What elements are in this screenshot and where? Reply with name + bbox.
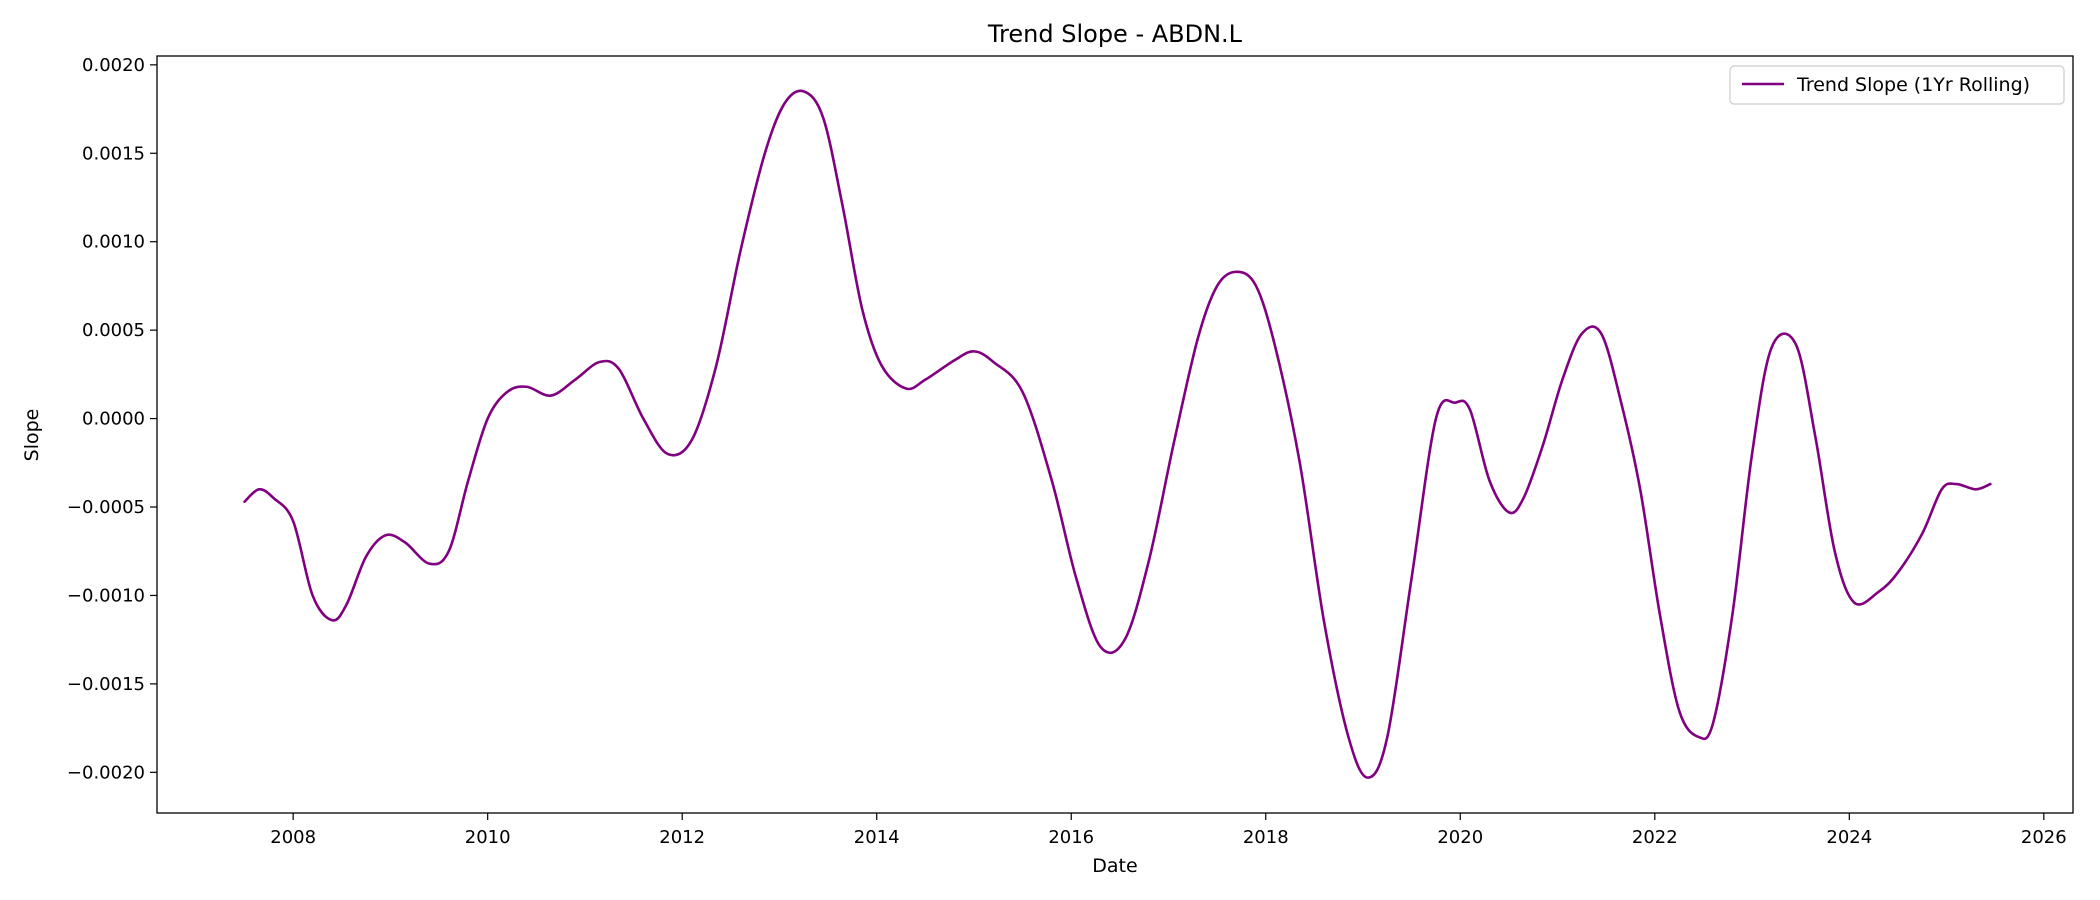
x-axis-title: Date (1092, 855, 1137, 877)
plot-area: 2008 2010 2012 2014 2016 2018 2020 2022 2024 2026… (67, 55, 2074, 848)
x-tick-label: 2026 (2021, 827, 2067, 848)
legend-box (1729, 65, 2065, 105)
y-tick-label: −0.0020 (67, 762, 145, 783)
y-tick-label: 0.0005 (82, 320, 145, 341)
y-tick-label: 0.0020 (82, 55, 145, 76)
x-axis: 2008 2010 2012 2014 2016 2018 2020 2022 2024 2026 (270, 813, 2067, 848)
y-tick-label: 0.0010 (82, 232, 145, 253)
x-tick-label: 2024 (1826, 827, 1872, 848)
y-tick-label: −0.0010 (67, 585, 145, 606)
x-tick-label: 2016 (1048, 827, 1094, 848)
y-tick-label: −0.0005 (67, 497, 145, 518)
y-tick-label: 0.0015 (82, 143, 145, 164)
x-tick-label: 2014 (854, 827, 900, 848)
x-tick-label: 2018 (1243, 827, 1289, 848)
series-layer (243, 89, 1992, 779)
y-tick-label: −0.0015 (67, 674, 145, 695)
x-tick-label: 2012 (659, 827, 705, 848)
y-tick-label: 0.0000 (82, 409, 145, 430)
x-tick-label: 2008 (270, 827, 316, 848)
chart-title: Trend Slope - ABDN.L (987, 20, 1243, 48)
legend: Trend Slope (1Yr Rolling) (1729, 65, 2065, 105)
y-axis-title: Slope (21, 409, 43, 462)
plot-frame (156, 55, 2074, 814)
series-line-trend-slope (243, 89, 1992, 779)
x-tick-label: 2022 (1632, 827, 1678, 848)
x-tick-label: 2020 (1437, 827, 1483, 848)
y-axis: −0.0020 −0.0015 −0.0010 −0.0005 0.0000 0.0005… (67, 55, 157, 783)
x-tick-label: 2010 (465, 827, 511, 848)
legend-label-trend-slope: Trend Slope (1Yr Rolling) (1796, 74, 2030, 96)
